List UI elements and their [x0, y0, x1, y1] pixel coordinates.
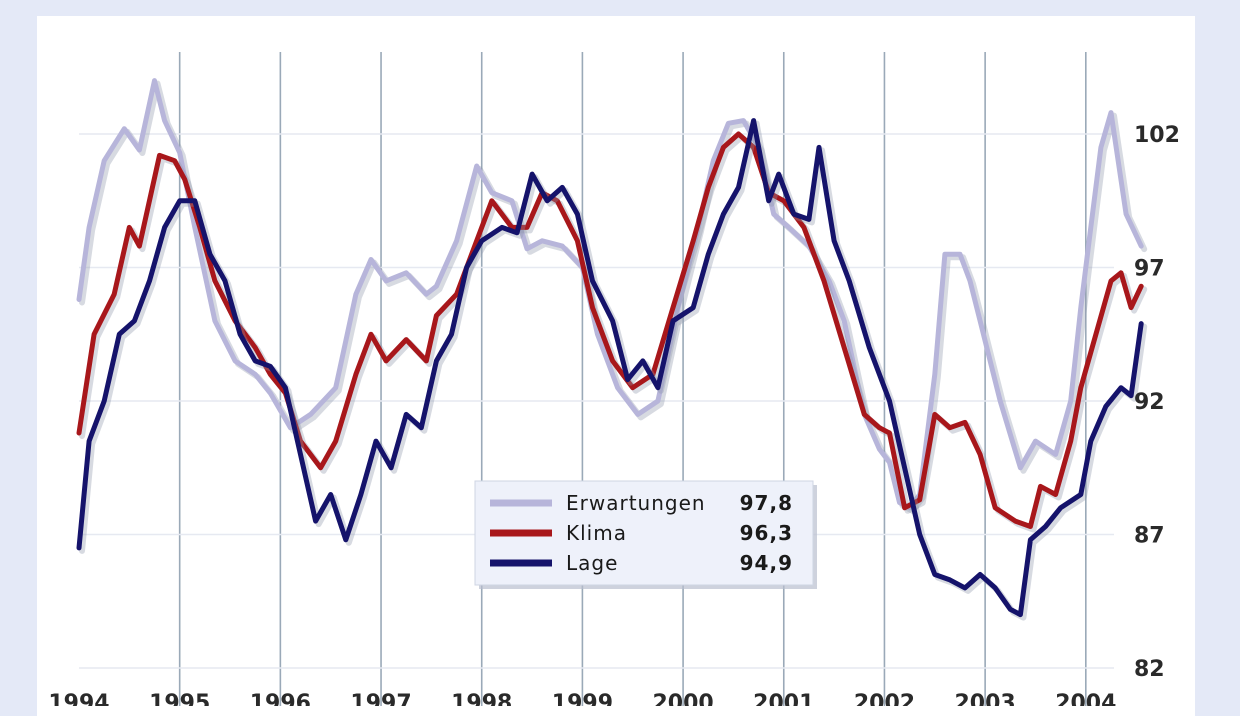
x-tick-label: 2004 [1055, 691, 1116, 706]
y-tick-label: 87 [1134, 524, 1165, 549]
legend-label: Erwartungen [566, 491, 706, 515]
legend-label: Lage [566, 551, 618, 575]
x-tick-label: 1994 [48, 691, 109, 706]
line-chart: 82 87 92 97 102 1994 1995 1996 1997 1998 1999 2000… [48, 50, 1180, 706]
x-tick-label: 1997 [350, 691, 411, 706]
legend-value: 97,8 [740, 491, 793, 515]
x-tick-label: 2002 [854, 691, 915, 706]
chart-panel: 82 87 92 97 102 1994 1995 1996 1997 1998 1999 2000… [37, 16, 1195, 716]
x-tick-label: 1998 [451, 691, 512, 706]
legend-value: 96,3 [740, 521, 793, 545]
series-layer [76, 78, 1148, 621]
y-axis: 82 87 92 97 102 [1134, 123, 1180, 682]
x-tick-label: 1999 [552, 691, 613, 706]
legend-value: 94,9 [740, 551, 793, 575]
series-line-erwartungen [76, 78, 1144, 511]
x-tick-label: 2001 [753, 691, 814, 706]
plot-area [77, 50, 1114, 706]
y-tick-label: 97 [1134, 257, 1165, 282]
series-line-klima [76, 131, 1144, 529]
y-tick-label: 82 [1134, 657, 1165, 682]
legend: Erwartungen 97,8 Klima 96,3 Lage 94,9 [474, 480, 817, 589]
y-tick-label: 92 [1134, 390, 1165, 415]
x-tick-label: 1995 [149, 691, 210, 706]
series-line-lage [76, 118, 1144, 618]
x-tick-label: 2003 [955, 691, 1016, 706]
y-tick-label: 102 [1134, 123, 1180, 148]
legend-label: Klima [566, 521, 627, 545]
x-tick-label: 1996 [250, 691, 311, 706]
x-axis: 1994 1995 1996 1997 1998 1999 2000 2001 2002 2003… [48, 691, 1116, 706]
x-tick-label: 2000 [652, 691, 713, 706]
